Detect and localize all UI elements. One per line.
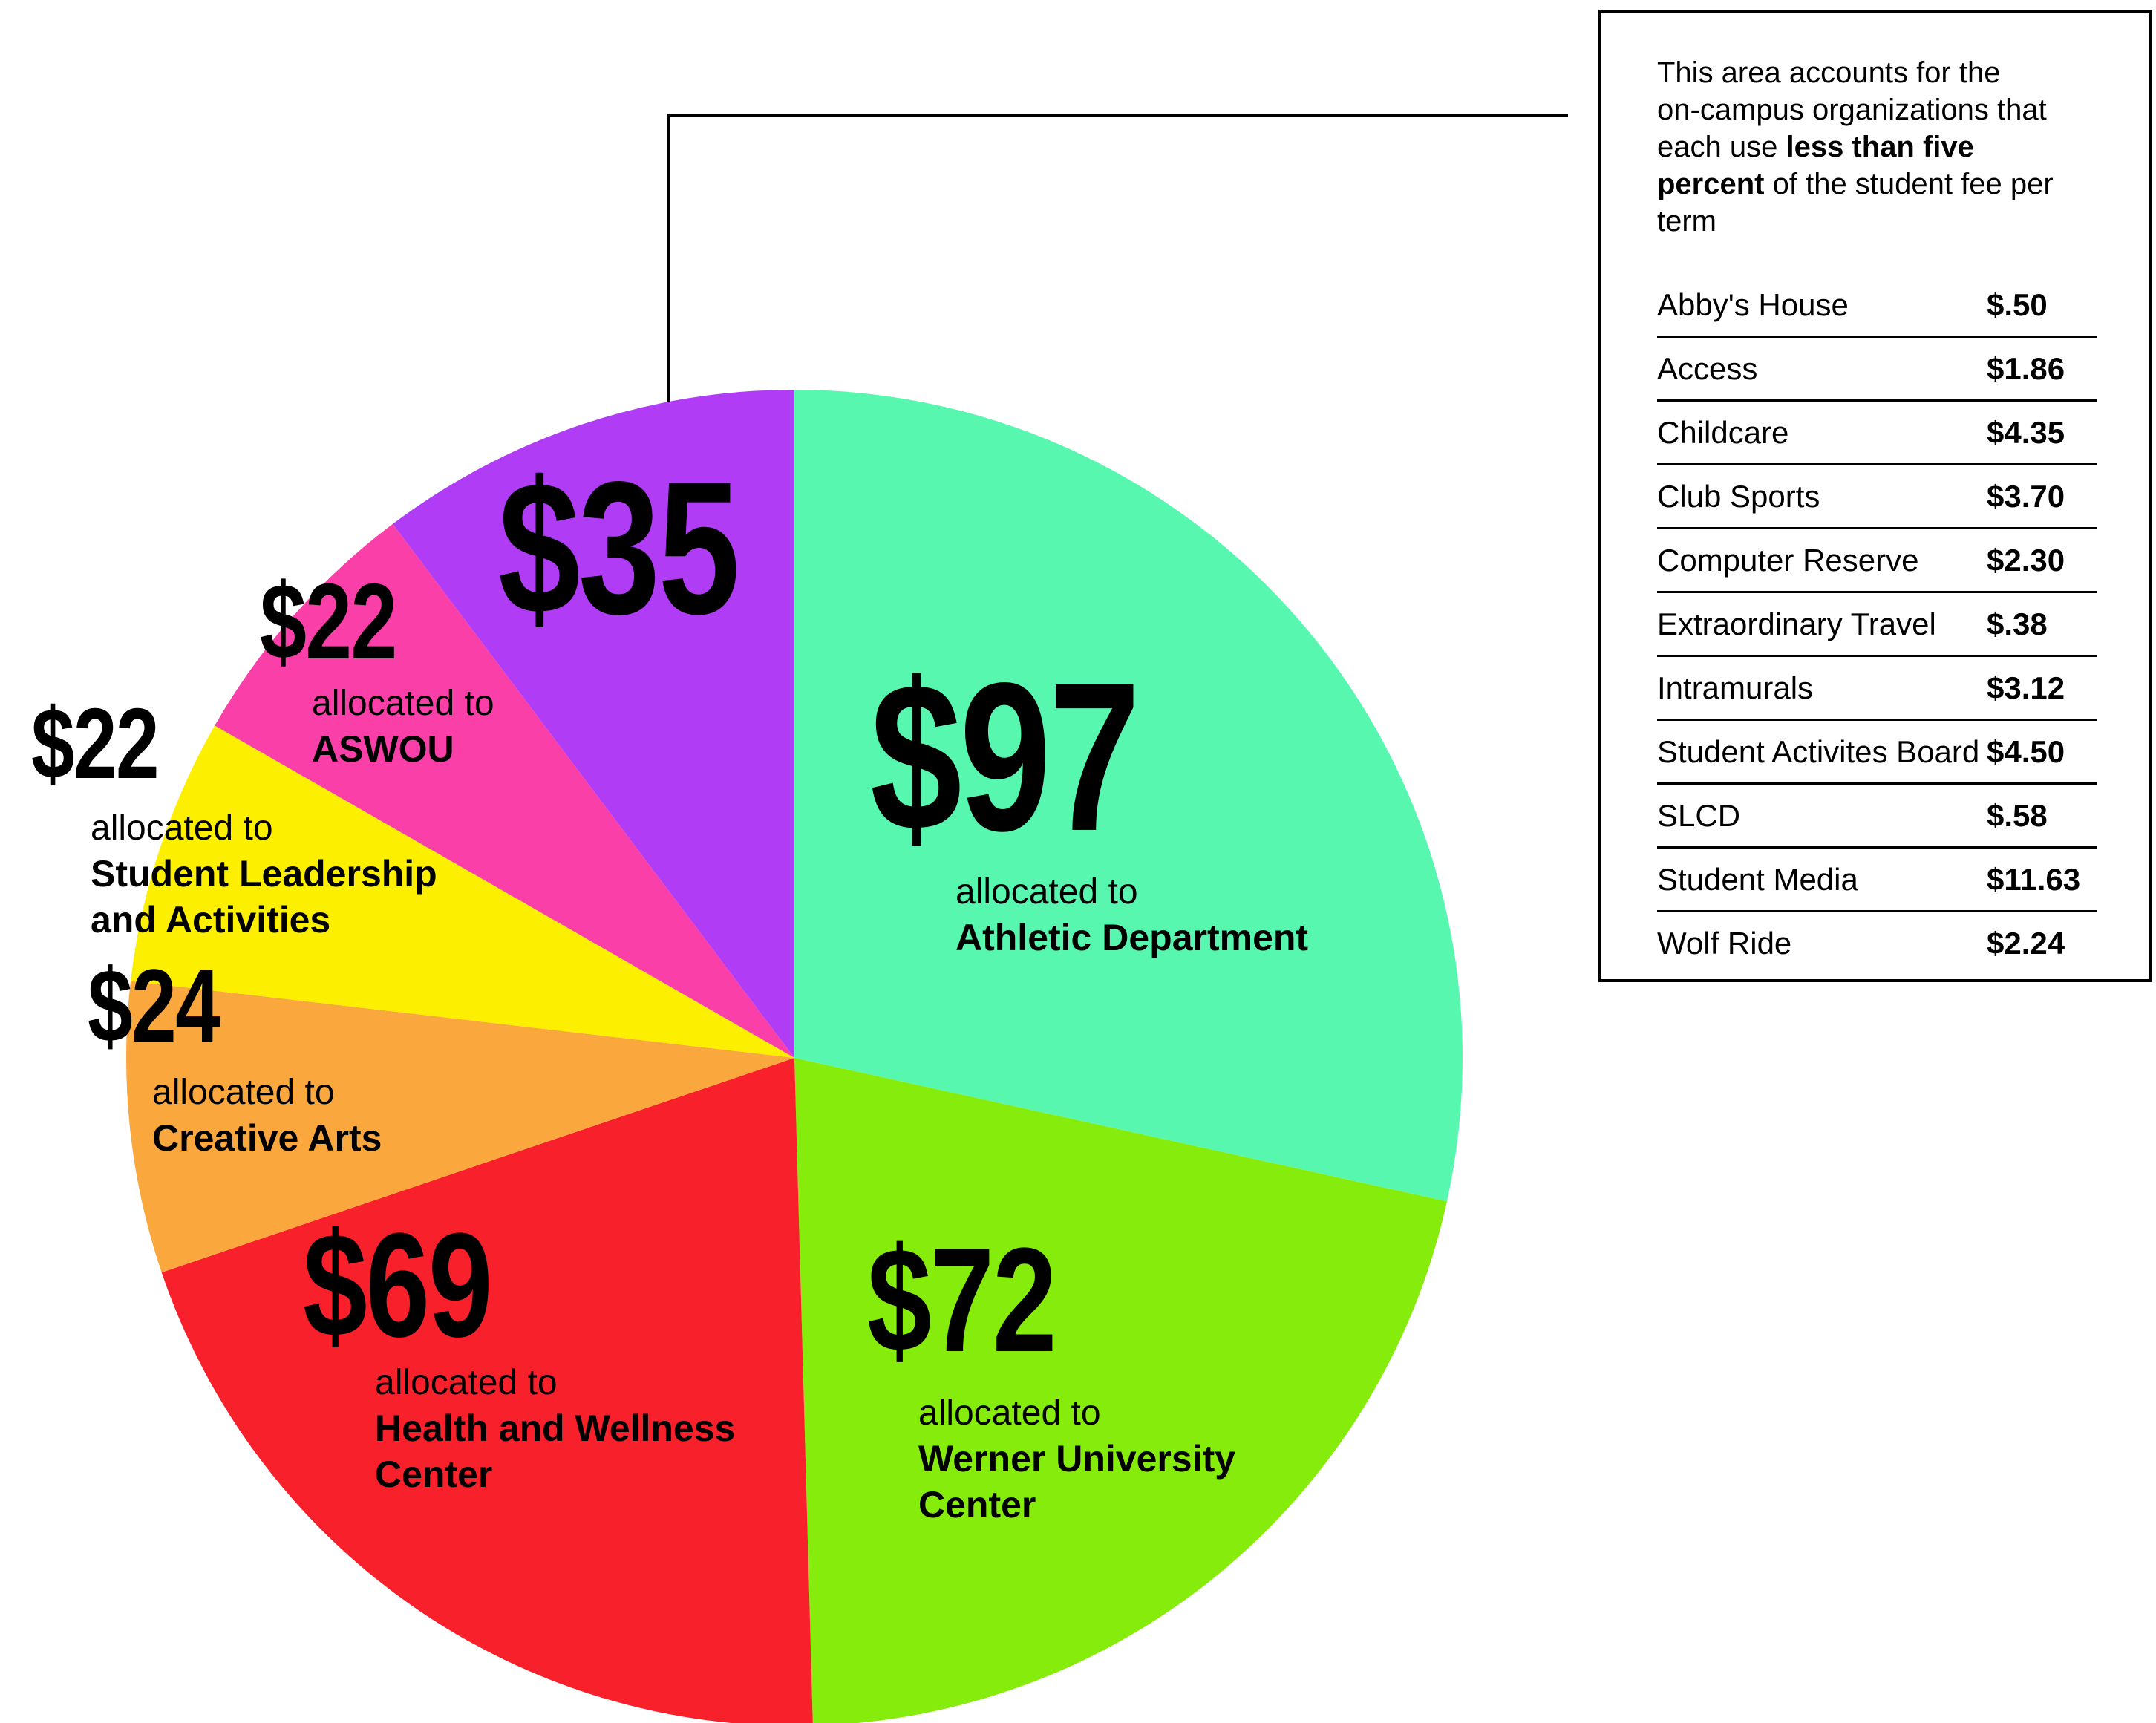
fee-item-label: Wolf Ride — [1657, 925, 1792, 961]
fee-item-amount: $4.50 — [1987, 733, 2065, 769]
pie-slice-creative — [126, 981, 794, 1273]
fee-items-list: Abby's House $.50 Access $1.86 Childcare… — [1657, 274, 2097, 974]
list-item: Access $1.86 — [1657, 338, 2097, 402]
list-item: Wolf Ride $2.24 — [1657, 912, 2097, 974]
list-item: Childcare $4.35 — [1657, 402, 2097, 465]
slice-name: ASWOU — [312, 728, 454, 770]
slice-name: Creative Arts — [152, 1117, 382, 1159]
fee-item-label: Abby's House — [1657, 287, 1849, 322]
fee-item-amount: $.38 — [1987, 606, 2048, 641]
callout-description: This area accounts for the on-campus org… — [1657, 54, 2073, 240]
list-item: Intramurals $3.12 — [1657, 657, 2097, 721]
list-item: Abby's House $.50 — [1657, 274, 2097, 338]
allocated-to-text: allocated to — [91, 808, 273, 848]
fee-item-amount: $4.35 — [1987, 414, 2065, 450]
callout-description-bold: less than five percent — [1657, 131, 1974, 200]
fee-item-label: Student Media — [1657, 861, 1858, 897]
fee-item-amount: $.58 — [1987, 797, 2048, 833]
fee-item-label: SLCD — [1657, 797, 1741, 833]
allocated-to-text: allocated to — [152, 1073, 335, 1112]
fee-item-label: Computer Reserve — [1657, 542, 1919, 578]
slice-amount-werner: $72 — [867, 1217, 1057, 1383]
pie-slice-athletic — [794, 390, 1463, 1202]
connector-line — [667, 114, 1568, 402]
slice-name: Student Leadership and Activities — [91, 853, 437, 941]
slice-name: Werner University Center — [918, 1438, 1236, 1526]
pie-slice-leadership — [131, 725, 794, 1058]
slice-caption-creative: allocated to Creative Arts — [152, 1070, 382, 1161]
list-item: Extraordinary Travel $.38 — [1657, 593, 2097, 657]
slice-name: Athletic Department — [956, 917, 1309, 958]
list-item: SLCD $.58 — [1657, 785, 2097, 849]
callout-description-post: of the student fee per term — [1657, 168, 2054, 238]
slice-name: Health and Wellness Center — [375, 1408, 736, 1495]
list-item: Student Media $11.63 — [1657, 849, 2097, 912]
fee-item-amount: $2.24 — [1987, 925, 2065, 961]
fee-item-label: Childcare — [1657, 414, 1789, 450]
list-item: Club Sports $3.70 — [1657, 465, 2097, 529]
fee-item-label: Student Activites Board — [1657, 733, 1980, 769]
allocated-to-text: allocated to — [956, 872, 1138, 912]
pie-slice-other — [393, 390, 794, 1058]
slice-caption-leadership: allocated to Student Leadership and Acti… — [91, 806, 437, 943]
slice-caption-aswou: allocated to ASWOU — [312, 681, 494, 772]
pie-slice-werner — [794, 1058, 1447, 1723]
fee-item-amount: $2.30 — [1987, 542, 2065, 578]
callout-description-pre: This area accounts for the on-campus org… — [1657, 56, 2047, 163]
fee-item-amount: $3.70 — [1987, 478, 2065, 514]
slice-amount-leadership: $22 — [31, 687, 160, 800]
slice-amount-athletic: $97 — [870, 639, 1140, 875]
pie-slice-aswou — [215, 523, 794, 1058]
list-item: Student Activites Board $4.50 — [1657, 721, 2097, 785]
slice-amount-aswou: $22 — [260, 561, 397, 681]
callout-panel: This area accounts for the on-campus org… — [1598, 10, 2152, 982]
allocated-to-text: allocated to — [312, 684, 494, 723]
fee-item-label: Intramurals — [1657, 670, 1814, 705]
fee-item-amount: $3.12 — [1987, 670, 2065, 705]
allocated-to-text: allocated to — [375, 1363, 558, 1402]
slice-amount-other: $35 — [498, 442, 740, 654]
fee-item-amount: $11.63 — [1987, 861, 2081, 897]
allocated-to-text: allocated to — [918, 1393, 1101, 1433]
fee-item-amount: $.50 — [1987, 287, 2048, 322]
slice-caption-werner: allocated to Werner University Center — [918, 1391, 1235, 1528]
fee-item-label: Club Sports — [1657, 478, 1820, 514]
list-item: Computer Reserve $2.30 — [1657, 529, 2097, 593]
slice-caption-athletic: allocated to Athletic Department — [956, 870, 1308, 961]
pie-slice-health — [161, 1058, 813, 1723]
fee-item-label: Extraordinary Travel — [1657, 606, 1936, 641]
slice-amount-health: $69 — [303, 1203, 493, 1368]
slice-caption-health: allocated to Health and Wellness Center — [375, 1361, 735, 1497]
slice-amount-creative: $24 — [88, 947, 220, 1064]
fee-item-amount: $1.86 — [1987, 350, 2065, 386]
fee-item-label: Access — [1657, 350, 1758, 386]
